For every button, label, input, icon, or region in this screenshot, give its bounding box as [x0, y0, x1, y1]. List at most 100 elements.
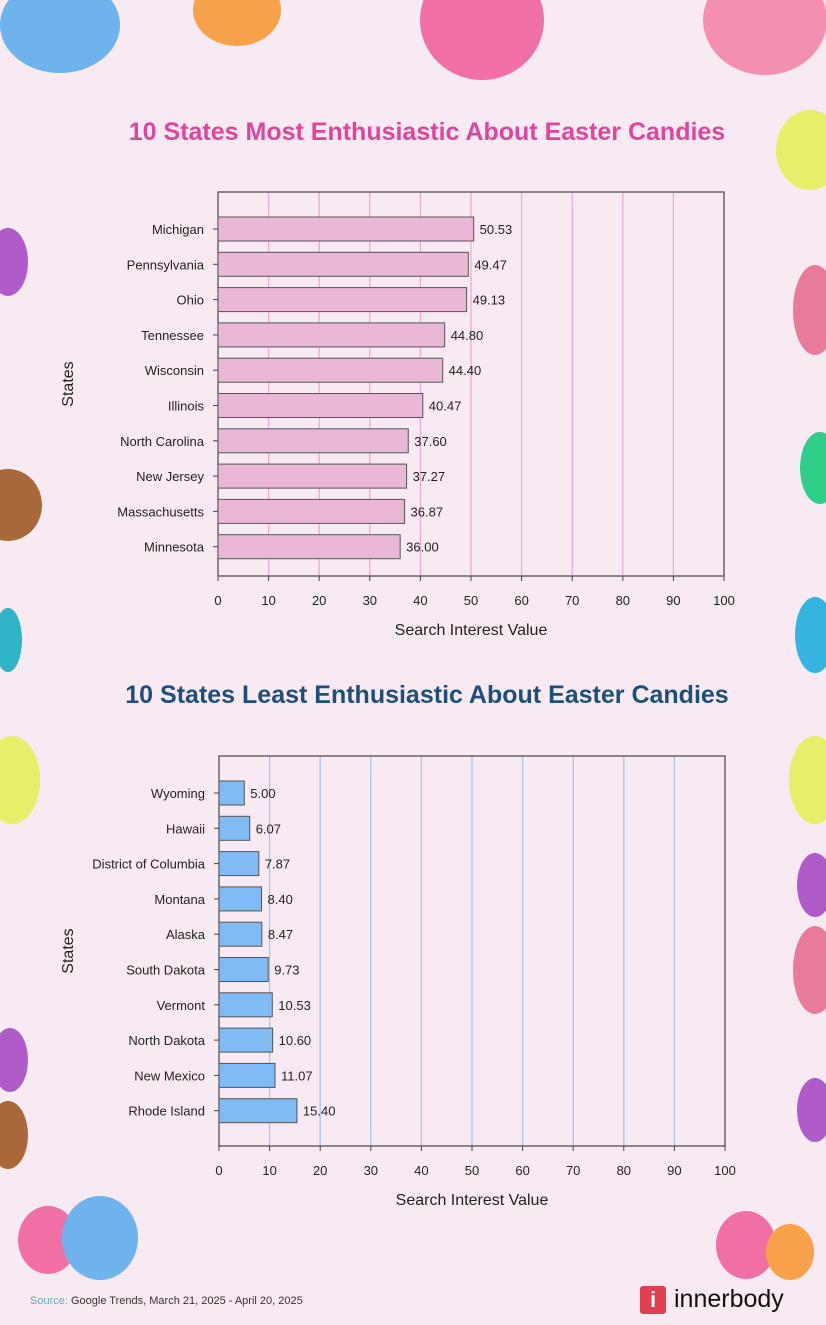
egg-decoration — [776, 110, 826, 190]
data-label: 15.40 — [303, 1104, 336, 1119]
data-label: 7.87 — [265, 857, 290, 872]
logo-mark: i — [640, 1285, 666, 1314]
data-label: 10.60 — [279, 1033, 312, 1048]
y-tick-label: Tennessee — [141, 328, 204, 343]
egg-decoration — [793, 926, 826, 1014]
bar-north-dakota — [218, 1027, 274, 1053]
data-label: 8.40 — [268, 892, 293, 907]
data-label: 37.60 — [414, 434, 447, 449]
y-tick-label: Illinois — [168, 399, 205, 414]
bar-ohio — [217, 287, 468, 313]
y-tick-label: North Dakota — [128, 1033, 205, 1048]
x-tick-label: 20 — [312, 593, 326, 608]
data-label: 49.47 — [474, 257, 507, 272]
data-label: 10.53 — [278, 998, 311, 1013]
data-label: 6.07 — [256, 821, 281, 836]
x-tick-label: 10 — [262, 1163, 276, 1178]
egg-decoration — [716, 1211, 776, 1279]
y-axis-label: States — [60, 928, 77, 973]
data-label: 8.47 — [268, 927, 293, 942]
source-text: Google Trends, March 21, 2025 - April 20… — [67, 1295, 303, 1307]
innerbody-logo: i innerbody — [640, 1285, 784, 1314]
y-tick-label: Hawaii — [166, 821, 205, 836]
data-label: 9.73 — [274, 963, 299, 978]
y-tick-label: Michigan — [152, 222, 204, 237]
bar-massachusetts — [217, 498, 406, 524]
x-tick-label: 0 — [215, 1163, 222, 1178]
data-label: 5.00 — [250, 786, 275, 801]
data-label: 36.87 — [411, 504, 444, 519]
x-tick-label: 30 — [363, 593, 377, 608]
egg-decoration — [766, 1224, 814, 1280]
bar-pennsylvania — [217, 251, 469, 277]
egg-decoration — [0, 469, 42, 541]
plot-frame — [218, 755, 726, 1147]
egg-decoration — [420, 0, 544, 80]
y-tick-label: Minnesota — [144, 540, 205, 555]
egg-decoration — [62, 1196, 138, 1280]
x-tick-label: 60 — [515, 1163, 529, 1178]
bar-district-of-columbia — [218, 851, 260, 877]
egg-decoration — [0, 608, 22, 672]
source-note: Source: Google Trends, March 21, 2025 - … — [30, 1295, 303, 1307]
bar-illinois — [217, 393, 424, 418]
y-tick-label: Alaska — [166, 927, 206, 942]
chart2-title: 10 States Least Enthusiastic About Easte… — [125, 681, 729, 709]
logo-name: innerbody — [674, 1285, 784, 1313]
egg-decoration — [0, 0, 120, 73]
x-tick-label: 50 — [464, 593, 478, 608]
y-tick-label: New Jersey — [136, 469, 204, 484]
egg-decoration — [797, 853, 826, 917]
x-tick-label: 40 — [413, 593, 427, 608]
chart1-title: 10 States Most Enthusiastic About Easter… — [128, 118, 726, 146]
x-tick-label: 20 — [313, 1163, 327, 1178]
bar-south-dakota — [218, 957, 269, 982]
y-tick-label: New Mexico — [134, 1068, 205, 1083]
egg-decoration — [0, 228, 28, 296]
data-label: 37.27 — [413, 469, 446, 484]
y-tick-label: South Dakota — [126, 963, 206, 978]
egg-decoration — [703, 0, 826, 75]
bar-wisconsin — [217, 357, 444, 383]
plot-frame — [217, 191, 725, 577]
bar-new-mexico — [218, 1062, 276, 1088]
bar-michigan — [217, 216, 475, 242]
data-label: 11.07 — [281, 1068, 313, 1083]
egg-decoration — [0, 1101, 28, 1169]
data-label: 36.00 — [406, 540, 439, 555]
x-tick-label: 80 — [617, 1163, 631, 1178]
egg-decoration — [789, 736, 826, 824]
egg-decoration — [800, 432, 826, 504]
bar-alaska — [218, 921, 263, 947]
source-label: Source: — [30, 1295, 68, 1307]
y-tick-label: North Carolina — [120, 434, 205, 449]
bar-vermont — [218, 992, 273, 1018]
data-label: 44.80 — [451, 328, 484, 343]
x-tick-label: 60 — [514, 593, 528, 608]
bar-montana — [218, 886, 263, 912]
x-tick-label: 80 — [616, 593, 630, 608]
x-tick-label: 40 — [414, 1163, 428, 1178]
x-tick-label: 30 — [364, 1163, 378, 1178]
x-tick-label: 90 — [667, 1163, 681, 1178]
y-tick-label: Montana — [154, 892, 205, 907]
y-tick-label: Rhode Island — [128, 1104, 205, 1119]
x-axis-label: Search Interest Value — [396, 1192, 549, 1209]
bar-wyoming — [218, 780, 245, 806]
y-axis-label: States — [60, 361, 77, 406]
y-tick-label: Ohio — [177, 293, 204, 308]
x-tick-label: 50 — [465, 1163, 479, 1178]
bar-rhode-island — [218, 1098, 298, 1124]
bar-hawaii — [218, 815, 251, 841]
egg-decoration — [193, 0, 281, 46]
data-label: 40.47 — [429, 399, 462, 414]
data-label: 44.40 — [449, 363, 482, 378]
egg-decoration — [795, 597, 826, 673]
egg-decoration — [797, 1078, 826, 1142]
data-label: 49.13 — [473, 293, 506, 308]
y-tick-label: Pennsylvania — [127, 257, 205, 272]
x-tick-label: 100 — [714, 1163, 736, 1178]
egg-decoration — [18, 1206, 78, 1274]
y-tick-label: Massachusetts — [117, 504, 204, 519]
